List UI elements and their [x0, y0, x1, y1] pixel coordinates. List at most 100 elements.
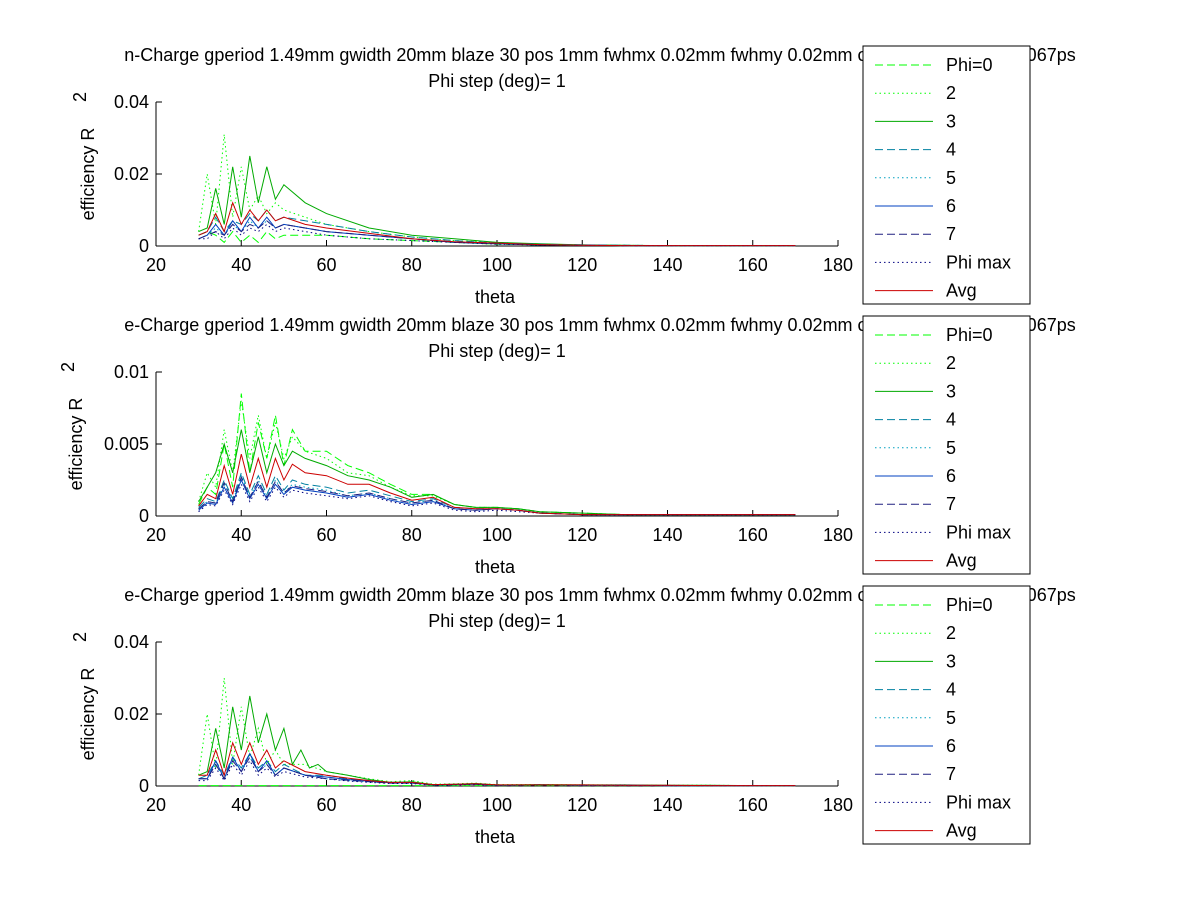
legend-label: 2 — [946, 353, 956, 373]
y-tick-label: 0.02 — [114, 164, 149, 184]
x-tick-label: 100 — [482, 255, 512, 275]
plots-layer: n-Charge gperiod 1.49mm gwidth 20mm blaz… — [58, 45, 1076, 847]
x-tick-label: 80 — [402, 255, 422, 275]
legend-label: 4 — [946, 140, 956, 160]
legend-label: Phi=0 — [946, 325, 993, 345]
x-tick-label: 40 — [231, 525, 251, 545]
x-tick-label: 60 — [316, 525, 336, 545]
x-tick-label: 40 — [231, 795, 251, 815]
legend-label: 4 — [946, 410, 956, 430]
y-axis-label: efficiency R — [66, 398, 86, 491]
legend-label: Avg — [946, 281, 977, 301]
x-tick-label: 160 — [738, 255, 768, 275]
legend-label: 4 — [946, 680, 956, 700]
legend-label: 2 — [946, 623, 956, 643]
legend: Phi=0 2 3 4 5 6 7 Phi max Avg — [862, 45, 1031, 305]
legend-label: 7 — [946, 764, 956, 784]
legend-label: Phi max — [946, 792, 1011, 812]
legend-label: Phi max — [946, 522, 1011, 542]
legend-box — [862, 315, 1031, 575]
x-tick-label: 80 — [402, 795, 422, 815]
legend-label: 5 — [946, 168, 956, 188]
y-axis-label-superscript: 2 — [70, 92, 90, 102]
chart-title: n-Charge gperiod 1.49mm gwidth 20mm blaz… — [124, 45, 1075, 65]
legend-label: 6 — [946, 466, 956, 486]
x-tick-label: 40 — [231, 255, 251, 275]
chart-subtitle: Phi step (deg)= 1 — [428, 611, 566, 631]
x-tick-label: 120 — [567, 795, 597, 815]
legend-label: Phi=0 — [946, 55, 993, 75]
x-tick-label: 140 — [652, 525, 682, 545]
legend: Phi=0 2 3 4 5 6 7 Phi max Avg — [862, 585, 1031, 845]
x-axis-label: theta — [475, 557, 516, 577]
legend-label: 3 — [946, 381, 956, 401]
chart-subtitle: Phi step (deg)= 1 — [428, 71, 566, 91]
series-line-avg — [198, 453, 796, 516]
series-line-7 — [198, 475, 796, 516]
series-line-7 — [198, 220, 796, 247]
y-tick-label: 0.04 — [114, 632, 149, 652]
legend-label: 7 — [946, 494, 956, 514]
y-axis-label: efficiency R — [78, 128, 98, 221]
chart-panel-1: n-Charge gperiod 1.49mm gwidth 20mm blaz… — [70, 45, 1076, 307]
chart-panel-2: e-Charge gperiod 1.49mm gwidth 20mm blaz… — [58, 315, 1076, 577]
series-line-3 — [198, 429, 796, 516]
legend-label: Phi=0 — [946, 595, 993, 615]
legend-label: 6 — [946, 196, 956, 216]
x-tick-label: 20 — [146, 255, 166, 275]
y-tick-label: 0.01 — [114, 362, 149, 382]
y-tick-label: 0 — [139, 776, 149, 796]
y-tick-label: 0 — [139, 236, 149, 256]
y-tick-label: 0.005 — [104, 434, 149, 454]
x-tick-label: 140 — [652, 255, 682, 275]
x-tick-label: 160 — [738, 525, 768, 545]
y-axis-label-group: efficiency R 2 — [70, 92, 98, 220]
legend-label: 5 — [946, 708, 956, 728]
x-tick-label: 160 — [738, 795, 768, 815]
x-tick-label: 140 — [652, 795, 682, 815]
x-axis-label: theta — [475, 827, 516, 847]
x-tick-label: 60 — [316, 795, 336, 815]
x-tick-label: 20 — [146, 795, 166, 815]
x-tick-label: 60 — [316, 255, 336, 275]
series-line-avg — [198, 201, 796, 247]
y-tick-label: 0.04 — [114, 92, 149, 112]
legend-label: 5 — [946, 438, 956, 458]
legend-label: Avg — [946, 821, 977, 841]
chart-panel-3: e-Charge gperiod 1.49mm gwidth 20mm blaz… — [70, 585, 1076, 847]
x-tick-label: 180 — [823, 525, 853, 545]
y-axis-label-superscript: 2 — [70, 632, 90, 642]
x-tick-label: 100 — [482, 795, 512, 815]
legend-label: 7 — [946, 224, 956, 244]
legend-label: 3 — [946, 651, 956, 671]
series-line-phi-max — [198, 223, 796, 247]
series-line-2 — [198, 134, 796, 247]
y-tick-label: 0.02 — [114, 704, 149, 724]
legend: Phi=0 2 3 4 5 6 7 Phi max Avg — [862, 315, 1031, 575]
legend-label: 2 — [946, 83, 956, 103]
x-tick-label: 100 — [482, 525, 512, 545]
y-axis-label-superscript: 2 — [58, 362, 78, 372]
y-tick-label: 0 — [139, 506, 149, 526]
series-line-avg — [198, 741, 796, 787]
series-line-phi-max — [198, 759, 796, 787]
x-tick-label: 180 — [823, 795, 853, 815]
legend-label: 3 — [946, 111, 956, 131]
chart-subtitle: Phi step (deg)= 1 — [428, 341, 566, 361]
chart-title: e-Charge gperiod 1.49mm gwidth 20mm blaz… — [124, 585, 1075, 605]
y-axis-label: efficiency R — [78, 668, 98, 761]
legend-label: 6 — [946, 736, 956, 756]
x-tick-label: 180 — [823, 255, 853, 275]
legend-box — [862, 585, 1031, 845]
legend-label: Phi max — [946, 252, 1011, 272]
x-tick-label: 120 — [567, 525, 597, 545]
x-tick-label: 20 — [146, 525, 166, 545]
y-axis-label-group: efficiency R 2 — [58, 362, 86, 490]
x-tick-label: 120 — [567, 255, 597, 275]
legend-label: Avg — [946, 551, 977, 571]
chart-title: e-Charge gperiod 1.49mm gwidth 20mm blaz… — [124, 315, 1075, 335]
x-axis-label: theta — [475, 287, 516, 307]
x-tick-label: 80 — [402, 525, 422, 545]
legend-box — [862, 45, 1031, 305]
